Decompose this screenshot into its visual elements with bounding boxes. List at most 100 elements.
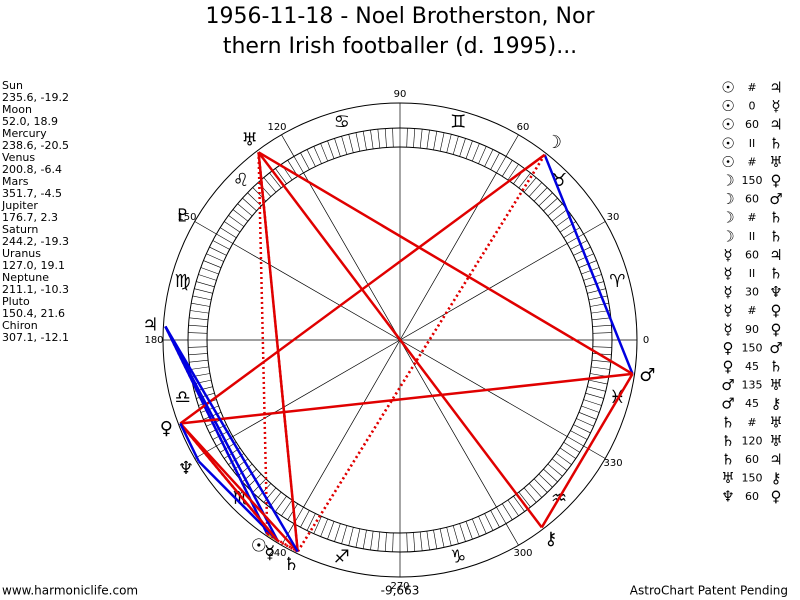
ring-hatch [502, 503, 513, 520]
planet-name: Moon [2, 103, 32, 116]
ring-hatch [384, 532, 387, 552]
aspect-type: II [749, 137, 756, 150]
ring-hatch [377, 531, 381, 551]
sign-divider [505, 523, 519, 546]
ring-hatch [523, 177, 537, 193]
degree-label: 330 [603, 458, 622, 469]
aspect-planet: ☿ [723, 302, 732, 320]
ring-hatch [583, 399, 602, 406]
aspect-planet: ☉ [721, 116, 734, 134]
ring-hatch [362, 530, 367, 549]
ring-hatch [465, 521, 473, 540]
ring-hatch [459, 523, 466, 542]
sign-glyph: ♐ [334, 546, 350, 567]
planet-name: Venus [2, 151, 35, 164]
planet-glyph: ♅ [241, 129, 257, 150]
sign-glyph: ♎ [175, 387, 191, 408]
ring-hatch [591, 317, 611, 321]
ring-hatch [587, 386, 606, 392]
aspect-type: 0 [749, 100, 756, 113]
ring-hatch [220, 227, 237, 238]
planet-name: Mars [2, 175, 29, 188]
ring-hatch [406, 532, 408, 552]
ring-hatch [555, 453, 572, 465]
ring-hatch [592, 324, 612, 327]
ring-hatch [188, 324, 208, 327]
ring-hatch [196, 281, 215, 288]
aspect-type: 150 [742, 174, 763, 187]
aspect-type: # [747, 155, 756, 168]
ring-hatch [465, 140, 473, 159]
aspect-line [257, 152, 299, 552]
aspect-line [164, 325, 279, 542]
ring-hatch [334, 138, 341, 157]
ring-hatch [300, 510, 310, 528]
ring-hatch [538, 192, 553, 207]
footer-center: -9,663 [381, 584, 420, 598]
ring-hatch [563, 442, 580, 453]
ring-hatch [490, 152, 500, 170]
ring-hatch [203, 260, 222, 268]
ring-hatch [570, 240, 588, 250]
planet-glyph: ♄ [283, 554, 299, 575]
planet-name: Chiron [2, 319, 38, 332]
sign-divider [583, 445, 606, 459]
ring-hatch [592, 332, 612, 334]
planet-coords: 211.1, -10.3 [2, 283, 69, 296]
sign-glyph: ♈ [609, 271, 625, 292]
degree-label: 0 [643, 335, 649, 346]
ring-hatch [355, 528, 361, 548]
ring-hatch [563, 227, 580, 238]
planet-glyph: ☿ [264, 542, 275, 563]
ring-hatch [585, 281, 604, 288]
ring-hatch [507, 164, 519, 181]
aspect-planet: ♀ [771, 488, 782, 506]
aspect-planet: ♄ [769, 227, 782, 245]
aspect-type: 45 [745, 360, 759, 373]
ring-hatch [446, 134, 452, 153]
aspect-planet: ☿ [723, 283, 732, 301]
aspect-type: 135 [742, 379, 763, 392]
aspect-planet: ☉ [721, 97, 734, 115]
degree-label: 120 [267, 122, 286, 133]
ring-hatch [433, 530, 438, 549]
ring-hatch [281, 499, 293, 516]
ring-hatch [439, 132, 445, 152]
aspect-type: 120 [742, 434, 763, 447]
ring-hatch [543, 197, 558, 212]
aspect-line [179, 422, 299, 553]
aspect-line [276, 539, 299, 553]
aspect-type: # [747, 81, 756, 94]
ring-hatch [570, 430, 588, 440]
ring-hatch [341, 525, 348, 544]
ring-hatch [327, 140, 335, 159]
ring-hatch [566, 233, 584, 244]
ring-hatch [507, 499, 519, 516]
ring-hatch [269, 172, 282, 189]
ring-hatch [484, 513, 494, 531]
sign-glyph: ♊ [450, 112, 466, 133]
title-line: 1956-11-18 - Noel Brotherston, Nor [205, 4, 595, 29]
planet-name: Jupiter [1, 199, 38, 212]
planet-glyph: ☉ [251, 535, 267, 556]
aspect-planet: ♀ [723, 358, 734, 376]
aspect-planet: ☽ [721, 209, 734, 227]
ring-hatch [528, 483, 543, 498]
degree-label: 60 [517, 122, 530, 133]
ring-hatch [413, 532, 416, 552]
aspect-planet: ♅ [769, 432, 782, 450]
ring-hatch [392, 532, 394, 552]
ring-hatch [592, 353, 612, 356]
sign-divider [505, 134, 519, 157]
ring-hatch [300, 152, 310, 170]
ring-hatch [452, 525, 459, 544]
aspect-planet: ♄ [721, 413, 734, 431]
ring-hatch [559, 447, 576, 459]
planet-name: Saturn [2, 223, 38, 236]
planet-glyph: ⚷ [544, 528, 557, 549]
aspect-type: 45 [745, 397, 759, 410]
ring-hatch [257, 483, 272, 498]
ring-hatch [592, 346, 612, 348]
aspect-planet: ☉ [721, 79, 734, 97]
aspect-type: 60 [745, 118, 759, 131]
